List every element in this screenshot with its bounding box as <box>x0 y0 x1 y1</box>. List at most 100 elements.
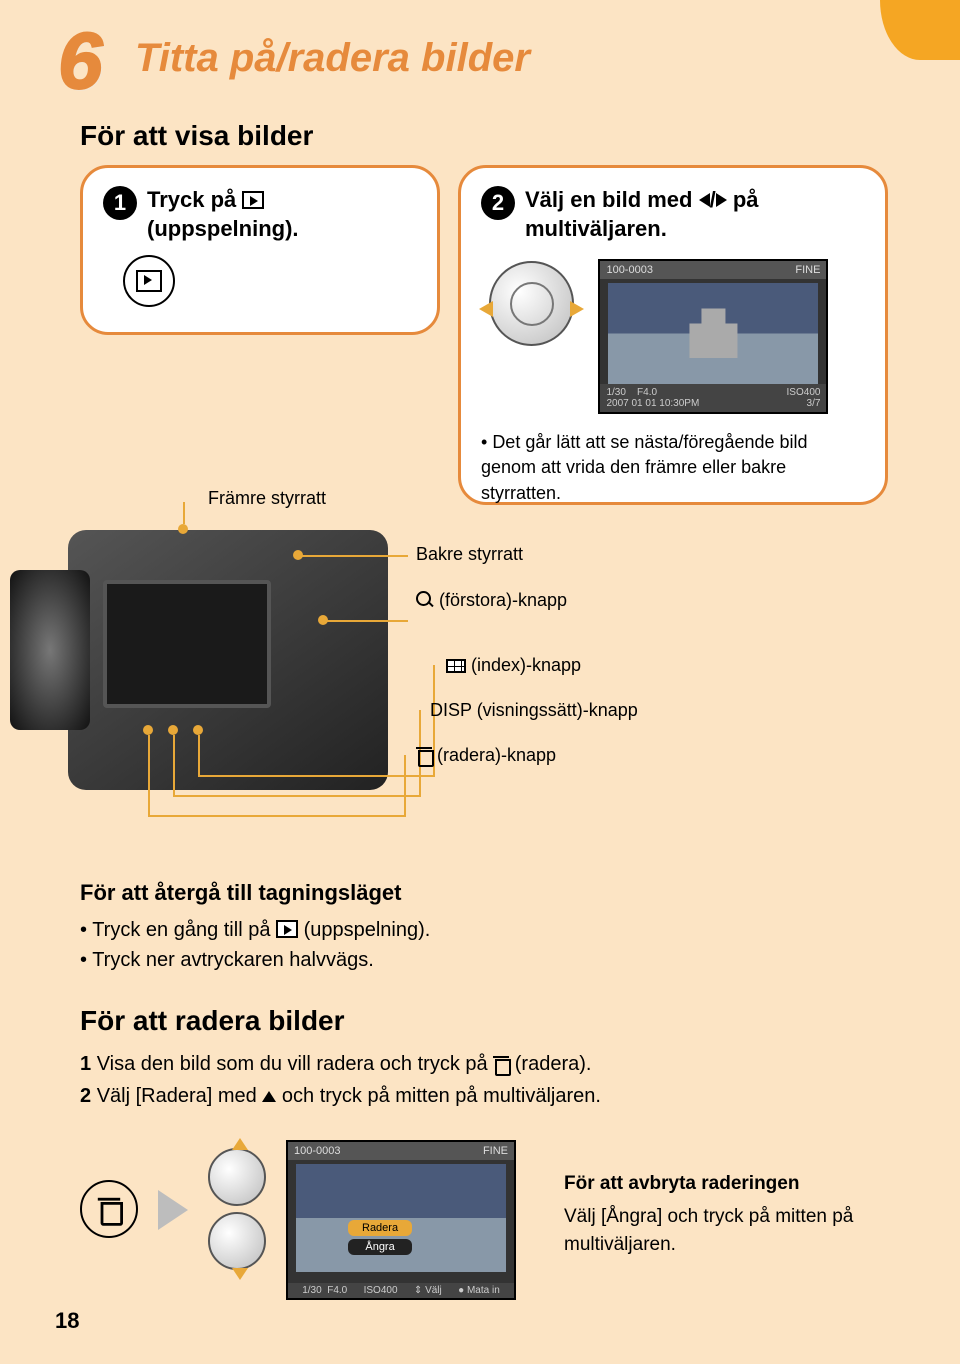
step-1-text-b: (uppspelning). <box>147 216 299 241</box>
delete-confirmation-screen: 100-0003 FINE Radera Ångra 1/30 F4.0 ISO… <box>286 1140 516 1300</box>
label-zoom-text: (förstora)-knapp <box>439 590 567 610</box>
step-1-number: 1 <box>103 186 137 220</box>
preview-aperture: F4.0 <box>637 387 657 398</box>
down-arrow-icon <box>232 1268 248 1280</box>
delete-illustration-row: 100-0003 FINE Radera Ångra 1/30 F4.0 ISO… <box>80 1140 944 1300</box>
step-1-text-a: Tryck på <box>147 187 236 212</box>
step-2-note: • Det går lätt att se nästa/föregående b… <box>481 430 865 506</box>
step-1-text: Tryck på (uppspelning). <box>147 186 299 243</box>
trash-icon <box>98 1196 120 1221</box>
return-line2: Tryck ner avtryckaren halvvägs. <box>92 949 374 971</box>
flow-arrow-icon <box>158 1190 188 1230</box>
playback-preview-screen: 100-0003 FINE 1/30 F4.0 2007 01 01 10:30… <box>598 259 828 414</box>
playback-icon <box>242 191 264 209</box>
preview-file-number: 100-0003 <box>606 264 653 276</box>
page-number: 18 <box>55 1308 79 1334</box>
camera-diagram: Främre styrratt Bakre styrratt (förstora… <box>68 530 898 870</box>
subheading-delete: För att radera bilder <box>80 1005 345 1037</box>
delete-menu-radera[interactable]: Radera <box>348 1220 412 1236</box>
delete-menu-angra[interactable]: Ångra <box>348 1239 412 1255</box>
delete-screen-quality: FINE <box>483 1145 508 1157</box>
delete-step2-a: Välj [Radera] med <box>97 1085 257 1107</box>
subheading-view: För att visa bilder <box>80 120 313 152</box>
step-2-box: 2 Välj en bild med / på multiväljaren. 1… <box>458 165 888 505</box>
callout-line <box>298 555 408 557</box>
callout-line <box>404 755 406 817</box>
cancel-text: Välj [Ångra] och tryck på mitten på mult… <box>564 1203 944 1260</box>
steps-row: 1 Tryck på (uppspelning). 2 Välj en bild… <box>80 165 888 505</box>
delete-step1-b: (radera). <box>515 1053 592 1075</box>
trash-button-illustration <box>80 1180 138 1238</box>
preview-shutter: 1/30 <box>606 387 625 398</box>
playback-icon <box>136 270 162 292</box>
dial-right-arrow-icon <box>570 301 584 317</box>
callout-line <box>148 815 406 817</box>
dial-up <box>208 1148 266 1206</box>
callout-line <box>198 735 200 775</box>
subheading-return: För att återgå till tagningsläget <box>80 880 401 906</box>
preview-counter: 3/7 <box>807 398 821 409</box>
preview-datetime: 2007 01 01 10:30PM <box>606 398 699 409</box>
step-2-text: Välj en bild med / på multiväljaren. <box>525 186 759 243</box>
preview-quality: FINE <box>795 264 820 276</box>
step-2-text-a: Välj en bild med <box>525 187 692 212</box>
step-2-note-text: Det går lätt att se nästa/föregående bil… <box>481 432 808 502</box>
delete-aperture: F4.0 <box>327 1285 347 1296</box>
label-delete-text: (radera)-knapp <box>437 745 556 765</box>
callout-line <box>183 502 185 524</box>
camera-body-illustration <box>68 530 388 790</box>
callout-dot <box>178 524 188 534</box>
delete-select-label: Välj <box>425 1285 442 1296</box>
section-number: 6 <box>58 15 103 107</box>
cancel-delete-block: För att avbryta raderingen Välj [Ångra] … <box>564 1170 944 1260</box>
cancel-heading: För att avbryta raderingen <box>564 1170 944 1199</box>
step-2-text-c: multiväljaren. <box>525 216 667 241</box>
index-grid-icon <box>446 659 466 673</box>
right-arrow-icon <box>716 193 727 207</box>
delete-menu: Radera Ångra <box>348 1220 412 1255</box>
step-1-box: 1 Tryck på (uppspelning). <box>80 165 440 335</box>
callout-line <box>148 735 150 815</box>
step-2-number: 2 <box>481 186 515 220</box>
callout-line <box>198 775 433 777</box>
callout-dot <box>143 725 153 735</box>
label-delete-button: (radera)-knapp <box>416 745 556 766</box>
callout-line <box>173 735 175 795</box>
delete-step2-b: och tryck på mitten på multiväljaren. <box>282 1085 601 1107</box>
delete-steps-list: 1 Visa den bild som du vill radera och t… <box>80 1048 601 1112</box>
label-front-dial: Främre styrratt <box>208 488 326 509</box>
dial-down <box>208 1212 266 1270</box>
callout-line <box>323 620 408 622</box>
label-index-button: (index)-knapp <box>446 655 581 676</box>
trash-icon <box>493 1055 509 1073</box>
up-arrow-icon <box>262 1091 276 1102</box>
dial-left-arrow-icon <box>479 301 493 317</box>
trash-icon <box>416 746 432 764</box>
delete-iso: ISO400 <box>364 1285 398 1296</box>
label-rear-dial: Bakre styrratt <box>416 544 523 565</box>
delete-shutter: 1/30 <box>302 1285 321 1296</box>
label-zoom-button: (förstora)-knapp <box>416 590 567 611</box>
return-line1-b: (uppspelning). <box>304 919 431 941</box>
step-2-text-b: på <box>733 187 759 212</box>
callout-dot <box>168 725 178 735</box>
callout-dot <box>193 725 203 735</box>
multi-selector-dial <box>489 261 574 346</box>
preview-iso: ISO400 <box>787 387 821 398</box>
delete-step1-a: Visa den bild som du vill radera och try… <box>97 1053 488 1075</box>
label-disp-button: DISP (visningssätt)-knapp <box>430 700 638 721</box>
delete-enter-label: Mata in <box>467 1285 500 1296</box>
left-arrow-icon <box>699 193 710 207</box>
playback-icon <box>276 920 298 938</box>
up-arrow-icon <box>232 1138 248 1150</box>
delete-screen-file: 100-0003 <box>294 1145 341 1157</box>
return-line1-a: Tryck en gång till på <box>92 919 270 941</box>
delete-screen-image <box>296 1164 506 1272</box>
preview-image <box>608 283 818 384</box>
label-index-text: (index)-knapp <box>471 655 581 675</box>
page-corner-accent <box>880 0 960 60</box>
callout-line <box>173 795 421 797</box>
playback-button-illustration <box>123 255 175 307</box>
page-title: Titta på/radera bilder <box>135 36 530 81</box>
dial-stack <box>208 1148 266 1270</box>
